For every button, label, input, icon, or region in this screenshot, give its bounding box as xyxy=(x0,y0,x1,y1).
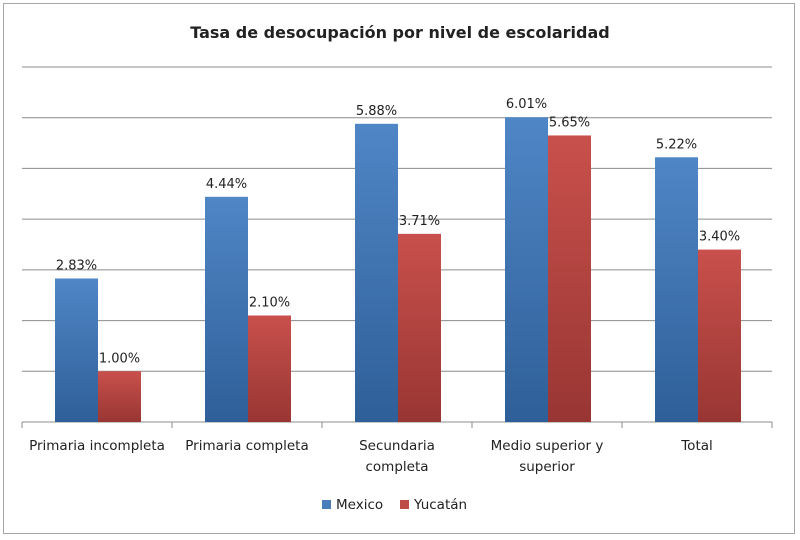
bar-yucatán xyxy=(98,371,141,422)
legend-label: Mexico xyxy=(336,497,383,513)
x-tick-label: Primaria completa xyxy=(185,438,309,454)
bar-mexico xyxy=(205,196,248,422)
data-label: 2.10% xyxy=(249,296,290,311)
data-label: 5.88% xyxy=(356,104,397,119)
bar-yucatán xyxy=(398,233,441,422)
data-label: 2.83% xyxy=(56,258,97,273)
legend-swatch xyxy=(322,500,331,509)
bar-yucatán xyxy=(698,249,741,422)
data-label: 4.44% xyxy=(206,177,247,192)
data-label: 6.01% xyxy=(506,97,547,112)
chart-title: Tasa de desocupación por nivel de escola… xyxy=(190,23,609,42)
x-tick-label: completa xyxy=(365,459,428,475)
bar-yucatán xyxy=(248,315,291,422)
bar-mexico xyxy=(505,117,548,422)
bar-yucatán xyxy=(548,135,591,422)
bar-mexico xyxy=(55,278,98,422)
data-label: 1.00% xyxy=(99,351,140,366)
x-tick-label: superior xyxy=(519,459,575,475)
bar-mexico xyxy=(355,123,398,423)
data-label: 3.71% xyxy=(399,214,440,229)
data-label: 5.22% xyxy=(656,137,697,152)
legend-label: Yucatán xyxy=(413,497,467,513)
legend-swatch xyxy=(400,500,409,509)
x-tick-label: Medio superior y xyxy=(491,438,604,454)
data-label: 5.65% xyxy=(549,115,590,130)
x-tick-label: Secundaria xyxy=(359,438,435,454)
x-tick-label: Primaria incompleta xyxy=(29,438,165,454)
data-label: 3.40% xyxy=(699,230,740,245)
chart-frame xyxy=(3,3,795,534)
x-tick-label: Total xyxy=(680,438,713,454)
bar-mexico xyxy=(655,157,698,422)
